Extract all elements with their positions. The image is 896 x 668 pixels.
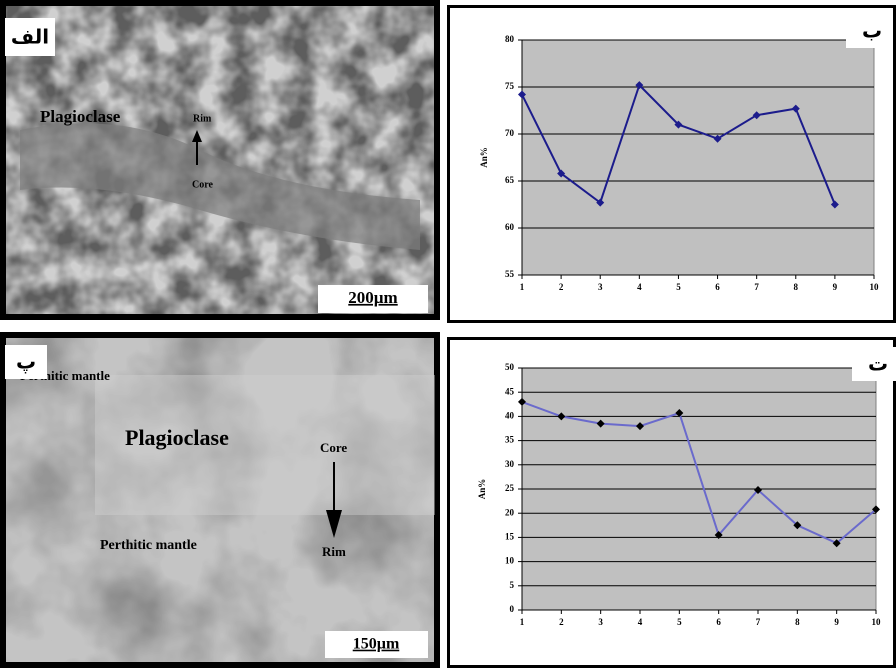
y-tick-label: 30 — [505, 459, 515, 469]
y-tick-label: 50 — [505, 362, 515, 372]
panel-label: پ — [16, 350, 36, 374]
x-tick-label: 8 — [794, 282, 799, 292]
x-tick-label: 7 — [754, 282, 759, 292]
x-tick-label: 4 — [638, 617, 643, 627]
y-tick-label: 80 — [505, 34, 515, 44]
x-tick-label: 2 — [559, 617, 564, 627]
micrograph: Perthitic mantle پ Plagioclase Core Pert… — [0, 332, 440, 668]
x-tick-label: 7 — [756, 617, 761, 627]
x-tick-label: 1 — [520, 282, 525, 292]
y-axis-label: An% — [477, 479, 487, 500]
x-tick-label: 9 — [834, 617, 839, 627]
y-tick-label: 5 — [510, 580, 515, 590]
scale-bar: 150µm — [353, 636, 400, 653]
x-tick-label: 9 — [833, 282, 838, 292]
y-tick-label: 75 — [505, 81, 515, 91]
y-tick-label: 0 — [510, 604, 515, 614]
panel-label: الف — [11, 25, 49, 49]
annotation: Rim — [322, 544, 346, 559]
plot-area — [522, 40, 874, 275]
x-tick-label: 6 — [716, 617, 721, 627]
annotation: Perthitic mantle — [100, 538, 197, 553]
y-tick-label: 60 — [505, 222, 515, 232]
x-tick-label: 10 — [872, 617, 882, 627]
y-axis-label: An% — [479, 147, 489, 168]
y-tick-label: 40 — [505, 410, 515, 420]
x-tick-label: 4 — [637, 282, 642, 292]
annotation: Core — [192, 179, 213, 190]
panel-label: ت — [868, 352, 888, 376]
x-tick-label: 10 — [870, 282, 880, 292]
micrograph: الف Plagioclase Rim Core 200µm — [0, 0, 440, 320]
y-tick-label: 20 — [505, 507, 515, 517]
x-tick-label: 6 — [715, 282, 720, 292]
y-tick-label: 70 — [505, 128, 515, 138]
y-tick-label: 10 — [505, 556, 515, 566]
y-tick-label: 65 — [505, 175, 515, 185]
x-tick-label: 5 — [677, 617, 682, 627]
x-tick-label: 3 — [598, 282, 603, 292]
annotation: Plagioclase — [125, 425, 229, 450]
y-tick-label: 45 — [505, 386, 515, 396]
figure: الف Plagioclase Rim Core 200µm Perthitic… — [0, 0, 896, 668]
y-tick-label: 35 — [505, 435, 515, 445]
scale-bar: 200µm — [348, 288, 397, 307]
annotation: Core — [320, 440, 347, 455]
y-tick-label: 55 — [505, 269, 515, 279]
panel-label: ب — [862, 19, 882, 43]
y-tick-label: 25 — [505, 483, 515, 493]
annotation: Plagioclase — [40, 107, 121, 126]
annotation: Rim — [193, 113, 212, 124]
y-tick-label: 15 — [505, 531, 515, 541]
x-tick-label: 5 — [676, 282, 681, 292]
x-tick-label: 8 — [795, 617, 800, 627]
x-tick-label: 1 — [520, 617, 525, 627]
x-tick-label: 2 — [559, 282, 564, 292]
x-tick-label: 3 — [598, 617, 603, 627]
